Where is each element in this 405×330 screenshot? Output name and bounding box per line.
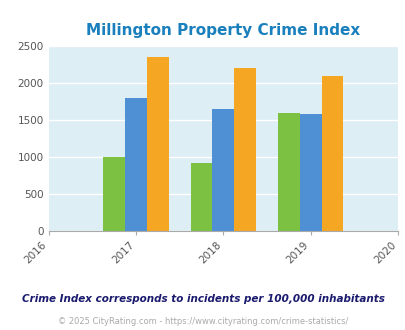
- Bar: [212, 109, 234, 231]
- Bar: [190, 163, 212, 231]
- Bar: [125, 98, 147, 231]
- Bar: [103, 157, 125, 231]
- Bar: [277, 113, 299, 231]
- Bar: [147, 57, 168, 231]
- Title: Millington Property Crime Index: Millington Property Crime Index: [86, 23, 360, 38]
- Text: © 2025 CityRating.com - https://www.cityrating.com/crime-statistics/: © 2025 CityRating.com - https://www.city…: [58, 317, 347, 326]
- Bar: [321, 76, 343, 231]
- Bar: [299, 114, 321, 231]
- Text: Crime Index corresponds to incidents per 100,000 inhabitants: Crime Index corresponds to incidents per…: [21, 294, 384, 304]
- Bar: [234, 68, 256, 231]
